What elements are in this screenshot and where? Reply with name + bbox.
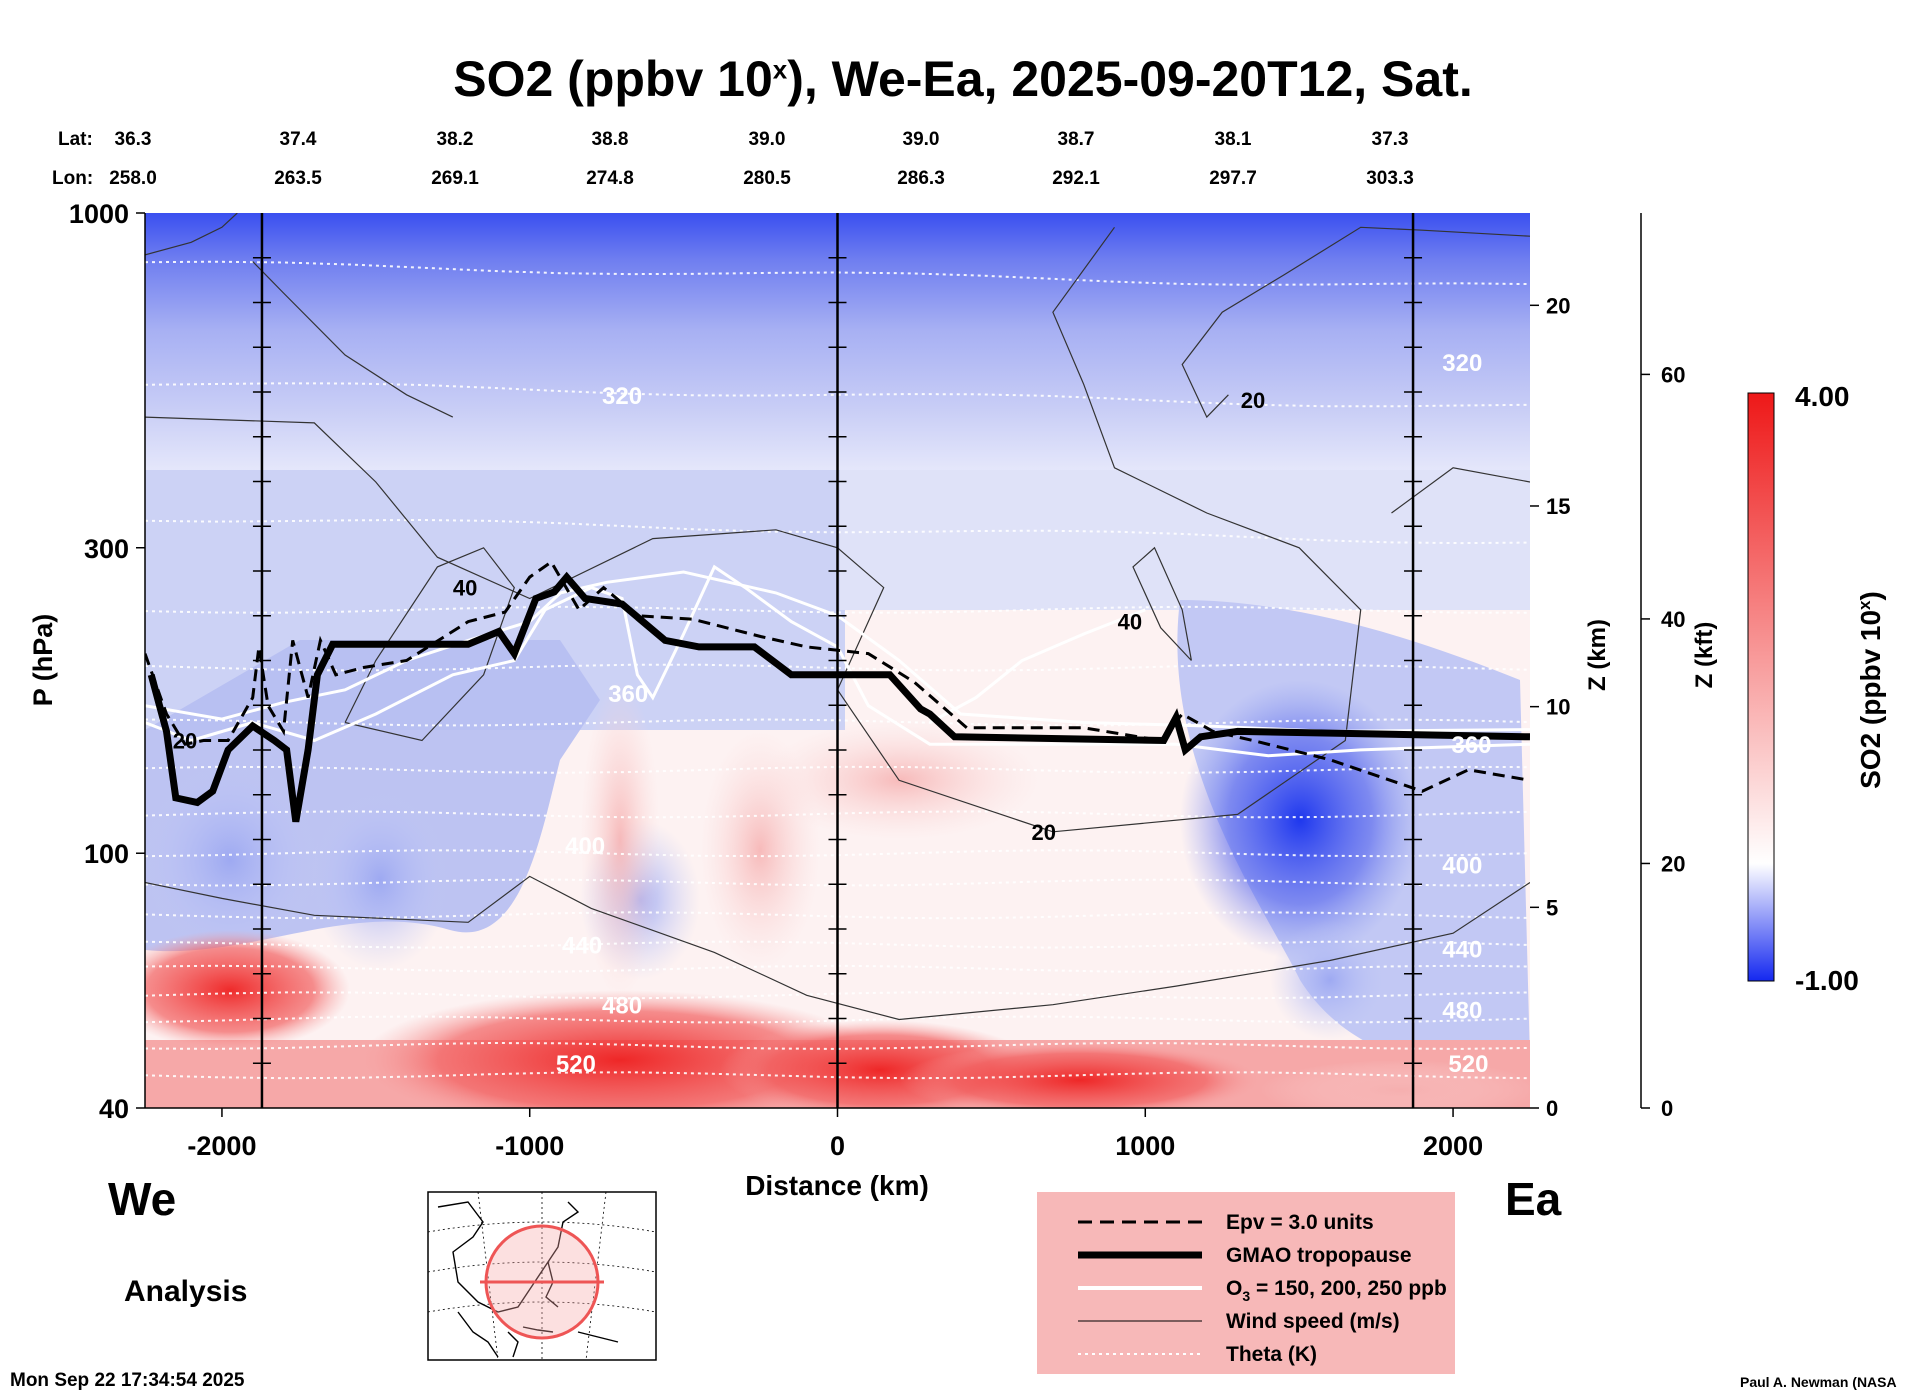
zkm-tick-label: 0 bbox=[1546, 1096, 1558, 1121]
legend-label: Theta (K) bbox=[1226, 1343, 1317, 1366]
axes: -2000 -1000 0 1000 2000401003001000Distance … bbox=[28, 199, 1718, 1201]
west-label: We bbox=[108, 1173, 177, 1225]
lat-value: 37.4 bbox=[280, 129, 317, 150]
theta-label: 360 bbox=[1451, 732, 1491, 759]
x-tick-label: 2000 bbox=[1423, 1131, 1483, 1161]
credit: Paul A. Newman (NASA bbox=[1740, 1374, 1897, 1390]
lon-value: 297.7 bbox=[1209, 168, 1257, 189]
zkft-tick-label: 20 bbox=[1661, 851, 1685, 876]
legend-label: GMAO tropopause bbox=[1226, 1244, 1412, 1267]
zkft-tick-label: 40 bbox=[1661, 607, 1685, 632]
x-axis-title: Distance (km) bbox=[745, 1170, 929, 1201]
east-label: Ea bbox=[1505, 1173, 1562, 1225]
wind-label: 20 bbox=[1241, 388, 1265, 413]
lon-value: 303.3 bbox=[1366, 168, 1414, 189]
wind-label: 40 bbox=[453, 576, 477, 601]
lon-value: 274.8 bbox=[586, 168, 634, 189]
lon-value: 263.5 bbox=[274, 168, 322, 189]
wind-contour bbox=[145, 213, 238, 256]
theta-label: 320 bbox=[602, 383, 642, 410]
lat-value: 38.8 bbox=[592, 129, 629, 150]
p-tick-label: 40 bbox=[99, 1094, 129, 1124]
colorbar-max-label: 4.00 bbox=[1795, 381, 1850, 412]
theta-label: 400 bbox=[1442, 853, 1482, 880]
wind-label: 20 bbox=[173, 728, 197, 753]
zkft-tick-label: 0 bbox=[1661, 1096, 1673, 1121]
zkm-axis-title: Z (km) bbox=[1584, 619, 1611, 691]
wind-contour bbox=[145, 875, 1530, 1021]
lat-label: Lat: bbox=[58, 129, 93, 150]
lat-value: 38.2 bbox=[437, 129, 474, 150]
x-tick-label: -2000 bbox=[187, 1131, 256, 1161]
wind-contours bbox=[145, 213, 1530, 1021]
wind-contour bbox=[252, 261, 454, 418]
wind-contour bbox=[1132, 546, 1192, 661]
lat-lon-header: Lat: Lon: 36.3 37.4 38.2 38.8 39.0 39.0 38.7 38.1… bbox=[52, 129, 1414, 189]
theta-label: 320 bbox=[1442, 350, 1482, 377]
contour-labels: 520 480 440 400 360 320 520 480 440 400 360 320 20 20… bbox=[173, 350, 1492, 1078]
theta-label: 480 bbox=[1442, 998, 1482, 1025]
theta-label: 360 bbox=[608, 681, 648, 708]
theta-label: 520 bbox=[1448, 1051, 1488, 1078]
lat-value: 39.0 bbox=[903, 129, 940, 150]
wind-label: 40 bbox=[1118, 610, 1142, 635]
p-tick-label: 100 bbox=[84, 839, 129, 869]
lat-value: 36.3 bbox=[115, 129, 152, 150]
y-axis-title: P (hPa) bbox=[28, 614, 58, 707]
lat-value: 38.1 bbox=[1215, 129, 1252, 150]
colorbar-gradient bbox=[1747, 392, 1775, 982]
lat-value: 37.3 bbox=[1372, 129, 1409, 150]
tropopause-line bbox=[147, 571, 1530, 823]
legend: Epv = 3.0 units GMAO tropopause O3 = 150, … bbox=[1037, 1192, 1455, 1374]
x-tick-label: 0 bbox=[830, 1131, 845, 1161]
reference-lines bbox=[252, 213, 1423, 1108]
legend-label: Wind speed (m/s) bbox=[1226, 1310, 1400, 1333]
theta-label: 520 bbox=[556, 1051, 596, 1078]
zkm-tick-label: 15 bbox=[1546, 494, 1570, 519]
legend-label: Epv = 3.0 units bbox=[1226, 1211, 1374, 1234]
zkm-tick-label: 20 bbox=[1546, 293, 1570, 318]
colorbar-title: SO2 (ppbv 10x) bbox=[1855, 591, 1886, 789]
colorbar-min-label: -1.00 bbox=[1795, 965, 1859, 996]
theta-label: 440 bbox=[1442, 936, 1482, 963]
theta-label: 480 bbox=[602, 993, 642, 1020]
tropopause-lines bbox=[145, 559, 1530, 823]
chart-title: SO2 (ppbv 10x), We-Ea, 2025-09-20T12, Sa… bbox=[453, 51, 1473, 107]
theta-label: 400 bbox=[565, 833, 605, 860]
wind-label: 20 bbox=[1031, 820, 1055, 845]
x-tick-label: -1000 bbox=[495, 1131, 564, 1161]
o3-contour bbox=[929, 608, 1146, 724]
o3-contour bbox=[145, 564, 1530, 758]
x-tick-label: 1000 bbox=[1115, 1131, 1175, 1161]
colorbar: 4.00 -1.00 SO2 (ppbv 10x) bbox=[1747, 381, 1886, 996]
zkft-tick-label: 60 bbox=[1661, 362, 1685, 387]
analysis-label: Analysis bbox=[124, 1275, 248, 1308]
wind-contour bbox=[145, 226, 1362, 833]
theta-label: 440 bbox=[562, 933, 602, 960]
lon-value: 269.1 bbox=[431, 168, 479, 189]
p-tick-label: 300 bbox=[84, 534, 129, 564]
timestamp: Mon Sep 22 17:34:54 2025 bbox=[10, 1370, 245, 1391]
lat-value: 38.7 bbox=[1058, 129, 1095, 150]
lon-value: 286.3 bbox=[897, 168, 945, 189]
zkm-tick-label: 10 bbox=[1546, 695, 1570, 720]
inset-map bbox=[427, 1191, 657, 1361]
lon-value: 280.5 bbox=[743, 168, 791, 189]
lon-value: 258.0 bbox=[109, 168, 157, 189]
lon-value: 292.1 bbox=[1052, 168, 1100, 189]
zkm-tick-label: 5 bbox=[1546, 895, 1558, 920]
zkft-axis-title: Z (kft) bbox=[1691, 622, 1718, 689]
p-tick-label: 1000 bbox=[69, 199, 129, 229]
o3-contours bbox=[145, 564, 1530, 758]
lat-value: 39.0 bbox=[749, 129, 786, 150]
o3-contour bbox=[145, 570, 1530, 733]
legend-label: O3 = 150, 200, 250 ppb bbox=[1226, 1277, 1447, 1304]
lon-label: Lon: bbox=[52, 168, 93, 189]
